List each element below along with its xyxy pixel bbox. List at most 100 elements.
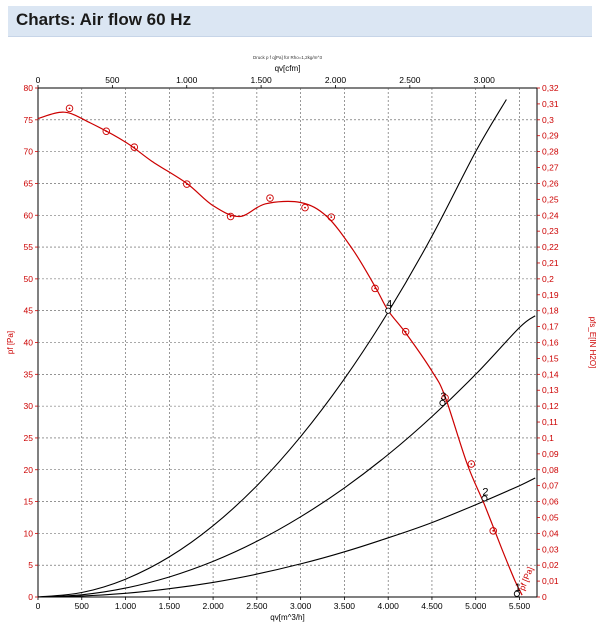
right-tick-label: 0,12 <box>542 401 559 411</box>
left-tick-label: 65 <box>24 178 34 188</box>
left-tick-label: 50 <box>24 274 34 284</box>
left-tick-label: 80 <box>24 83 34 93</box>
fan-curve-marker-dot <box>68 107 71 110</box>
left-tick-label: 5 <box>28 560 33 570</box>
right-tick-label: 0,19 <box>542 290 559 300</box>
fan-curve-marker-dot <box>470 463 473 465</box>
operating-point-label-1: 1 <box>515 582 521 594</box>
right-tick-label: 0,23 <box>542 226 559 236</box>
fan-curve-marker-dot <box>185 183 188 185</box>
right-tick-label: 0,2 <box>542 274 554 284</box>
page-header: Charts: Air flow 60 Hz <box>8 6 592 37</box>
right-tick-label: 0,27 <box>542 163 559 173</box>
fan-curve-marker-dot <box>404 330 407 333</box>
fan-curve-marker <box>301 203 309 212</box>
bottom-tick-label: 2.500 <box>246 601 268 611</box>
left-tick-label: 25 <box>24 433 34 443</box>
bottom-tick-label: 2.000 <box>202 601 224 611</box>
bottom-tick-label: 0 <box>36 601 41 611</box>
fan-curve <box>37 111 523 596</box>
right-tick-label: 0,09 <box>542 449 559 459</box>
right-tick-label: 0,29 <box>542 131 559 141</box>
top-tick-label: 0 <box>36 75 41 85</box>
right-tick-label: 0,18 <box>542 306 559 316</box>
right-tick-label: 0,31 <box>542 99 559 109</box>
right-tick-label: 0,02 <box>542 560 559 570</box>
grid <box>35 85 540 600</box>
fan-curve-marker <box>183 180 191 188</box>
right-tick-label: 0,03 <box>542 544 559 554</box>
fan-curve-marker <box>327 213 336 221</box>
fan-curve-marker <box>371 284 379 293</box>
right-tick-label: 0,17 <box>542 322 559 332</box>
operating-point-1 <box>513 590 520 597</box>
right-tick-label: 0,28 <box>542 147 559 157</box>
operating-point-2 <box>481 495 488 502</box>
bottom-tick-label: 500 <box>75 601 89 611</box>
left-tick-label: 45 <box>24 306 34 316</box>
left-tick-label: 0 <box>28 592 33 602</box>
left-tick-label: 70 <box>24 147 34 157</box>
left-tick-label: 15 <box>24 497 34 507</box>
fan-curve-marker-dot <box>374 287 376 290</box>
fan-curve-marker-dot <box>229 215 232 218</box>
right-tick-label: 0,26 <box>542 178 559 188</box>
fan-curve-marker-dot <box>330 216 333 219</box>
fan-curve-marker-dot <box>133 146 136 149</box>
fan-curve-marker-dot <box>304 206 306 209</box>
chart-title: Druck p f q[Pa] für Rho=1,2kg/m^3 <box>253 55 323 60</box>
fan-curve-marker <box>102 127 111 136</box>
operating-point-label-4: 4 <box>386 299 392 311</box>
right-tick-label: 0,07 <box>542 481 559 491</box>
top-tick-label: 2.000 <box>325 75 347 85</box>
bottom-tick-label: 3.500 <box>334 601 356 611</box>
operating-point-3 <box>439 399 446 406</box>
left-tick-label: 20 <box>24 465 34 475</box>
right-tick-label: 0,21 <box>542 258 559 268</box>
right-tick-label: 0,11 <box>542 417 558 427</box>
left-tick-label: 60 <box>24 210 34 220</box>
right-tick-label: 0,3 <box>542 115 554 125</box>
left-tick-label: 10 <box>24 528 34 538</box>
top-tick-label: 500 <box>105 75 119 85</box>
bottom-tick-label: 1.500 <box>159 601 181 611</box>
top-tick-label: 1.500 <box>250 75 272 85</box>
system-curve-3 <box>37 315 536 598</box>
fan-curve-marker <box>226 212 235 221</box>
operating-point-4 <box>385 307 392 314</box>
system-curve-4 <box>37 99 507 598</box>
bottom-tick-label: 4.500 <box>421 601 443 611</box>
left-tick-label: 40 <box>24 338 34 348</box>
fan-curve-marker <box>130 143 139 151</box>
bottom-tick-label: 5.000 <box>465 601 487 611</box>
right-tick-label: 0,06 <box>542 497 559 507</box>
fan-curve-marker-dot <box>492 529 495 532</box>
right-tick-label: 0,22 <box>542 242 559 252</box>
operating-point-label-2: 2 <box>482 486 488 498</box>
fan-curve-marker <box>266 194 274 202</box>
right-tick-label: 0,01 <box>542 576 559 586</box>
operating-point-label-3: 3 <box>440 391 446 403</box>
tick-labels: 0 500 1.000 1.500 2.000 2.500 3.000 3.500 4.000 4… <box>24 75 559 611</box>
fan-curve-marker <box>489 527 497 535</box>
right-tick-label: 0,24 <box>542 210 559 220</box>
right-tick-label: 0,15 <box>542 353 559 363</box>
top-tick-label: 1.000 <box>176 75 198 85</box>
fan-curve-marker-dot <box>105 130 108 133</box>
left-axis-label: pf [Pa] <box>6 331 15 354</box>
left-tick-label: 75 <box>24 115 34 125</box>
system-curve-2 <box>37 477 536 598</box>
right-tick-label: 0,05 <box>542 512 559 522</box>
right-tick-label: 0,25 <box>542 194 559 204</box>
top-tick-label: 3.000 <box>474 75 496 85</box>
right-tick-label: 0,32 <box>542 83 559 93</box>
right-axis-label: pfs_E[IN H2O] <box>588 317 597 369</box>
right-tick-label: 0,1 <box>542 433 554 443</box>
top-tick-label: 2.500 <box>399 75 421 85</box>
right-tick-label: 0 <box>542 592 547 602</box>
bottom-tick-label: 1.000 <box>115 601 137 611</box>
fan-curve-marker <box>401 327 410 336</box>
right-tick-label: 0,13 <box>542 385 559 395</box>
